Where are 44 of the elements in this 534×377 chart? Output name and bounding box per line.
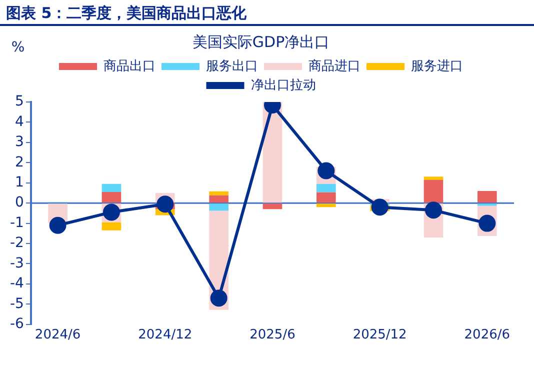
bar [316, 192, 336, 203]
y-tick-label: 3 [15, 134, 24, 150]
bar [209, 191, 228, 196]
y-tick-label: -3 [10, 255, 24, 272]
bar [262, 204, 282, 210]
bar [478, 190, 497, 203]
point [210, 290, 228, 307]
bar [102, 192, 122, 203]
bar [209, 204, 228, 211]
y-tick-label: 1 [15, 174, 24, 191]
y-axis-title: % [11, 40, 25, 56]
x-tick-label: 2025/6 [250, 328, 296, 343]
legend-label: 服务出口 [206, 58, 258, 74]
legend-label: 商品出口 [104, 58, 156, 74]
x-tick-label: 2026/6 [464, 328, 510, 343]
x-tick-label: 2024/12 [138, 328, 192, 343]
legend-label: 商品进口 [308, 58, 360, 74]
legend-label: 服务进口 [411, 58, 463, 74]
y-tick-label: -6 [10, 316, 24, 332]
y-tick-label: 5 [15, 94, 24, 110]
y-tick-label: -5 [10, 296, 24, 312]
y-tick-label: -4 [10, 276, 24, 292]
y-tick-label: 2 [15, 154, 24, 170]
point [371, 198, 388, 216]
point [49, 216, 66, 234]
bar [209, 195, 228, 203]
bar [424, 180, 444, 203]
legend-label: 净出口拉动 [250, 78, 316, 93]
x-tick-label: 2024/6 [34, 328, 81, 343]
y-tick-label: 4 [15, 114, 24, 130]
point [318, 162, 335, 180]
chart-subtitle: 美国实际GDP净出口 [192, 32, 330, 51]
bar [102, 184, 122, 192]
bar [316, 184, 336, 192]
bar [424, 176, 444, 180]
y-tick-label: -1 [10, 214, 24, 231]
y-tick-label: 0 [15, 194, 24, 211]
bar [102, 222, 122, 230]
x-tick-label: 2025/12 [352, 328, 407, 343]
y-tick-label: -2 [10, 235, 24, 252]
point [424, 202, 442, 219]
point [156, 196, 174, 213]
chart-title: 图表 5：二季度，美国商品出口恶化 [0, 0, 534, 26]
bar [316, 204, 336, 208]
